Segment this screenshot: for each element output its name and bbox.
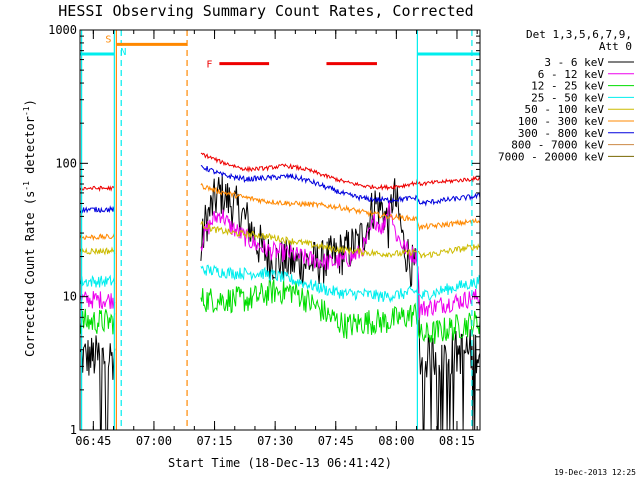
series-line-1-0 (79, 291, 116, 310)
x-tick-label-1: 07:00 (136, 434, 172, 448)
series-line-4-0 (79, 246, 116, 256)
legend-label-6: 300 - 800 keV (518, 127, 604, 140)
series-9 (79, 152, 481, 193)
series-line-5-1 (200, 182, 481, 232)
x-tick-label-6: 08:15 (439, 434, 475, 448)
legend-label-7: 800 - 7000 keV (511, 139, 604, 152)
x-tick-label-4: 07:45 (318, 434, 354, 448)
series-line-9-1 (200, 152, 481, 191)
x-tick-label-5: 08:00 (378, 434, 414, 448)
y-axis-label: Corrected Count Rate (s-1 detector-1) (22, 99, 37, 357)
series-line-0-0 (79, 335, 116, 431)
night-label: N (120, 47, 126, 58)
legend-label-5: 100 - 300 keV (518, 115, 604, 128)
flare-label: F (206, 60, 212, 71)
datestamp: 19-Dec-2013 12:25 (554, 468, 636, 477)
x-tick-label-2: 07:15 (196, 434, 232, 448)
series-line-2-1 (200, 278, 481, 344)
series-line-6-0 (79, 205, 115, 214)
series-line-6-1 (200, 165, 481, 207)
x-tick-label-3: 07:30 (257, 434, 293, 448)
series-6 (79, 165, 481, 214)
series-line-2-0 (79, 308, 116, 335)
series-2 (79, 278, 481, 344)
series-layer (79, 152, 481, 431)
axis-layer: 1 10 100 1000 06:45 07:00 07:15 07:30 07:45 08:00… (48, 23, 481, 448)
series-1 (79, 200, 481, 318)
y-tick-label-0: 1 (70, 423, 77, 437)
series-line-5-0 (79, 233, 116, 242)
series-0 (79, 174, 481, 431)
annotation-layer: SN F (80, 30, 480, 430)
legend-label-3: 25 - 50 keV (531, 91, 604, 104)
series-line-3-0 (79, 274, 116, 288)
legend-label-4: 50 - 100 keV (525, 103, 605, 116)
plot-frame (79, 29, 481, 431)
saa-label: S (105, 34, 111, 45)
series-line-1-1 (200, 200, 481, 318)
x-axis-label: Start Time (18-Dec-13 06:41:42) (168, 456, 392, 470)
series-line-4-1 (200, 221, 481, 259)
series-5 (79, 182, 481, 242)
series-3 (79, 264, 481, 304)
legend-label-2: 12 - 25 keV (531, 80, 604, 93)
series-4 (79, 221, 481, 259)
legend-label-0: 3 - 6 keV (544, 56, 604, 69)
legend-label-1: 6 - 12 keV (538, 68, 605, 81)
series-line-0-1 (200, 174, 481, 431)
series-line-3-1 (200, 264, 481, 304)
y-tick-label-2: 100 (55, 156, 77, 170)
legend-header-attenuator: Att 0 (599, 40, 632, 53)
legend-header-detectors: Det 1,3,5,6,7,9, (526, 28, 632, 41)
legend-label-8: 7000 - 20000 keV (498, 150, 604, 163)
y-tick-label-3: 1000 (48, 23, 77, 37)
y-tick-label-1: 10 (63, 290, 77, 304)
series-line-9-0 (79, 185, 116, 193)
x-tick-label-0: 06:45 (75, 434, 111, 448)
chart-title: HESSI Observing Summary Count Rates, Cor… (58, 2, 473, 20)
